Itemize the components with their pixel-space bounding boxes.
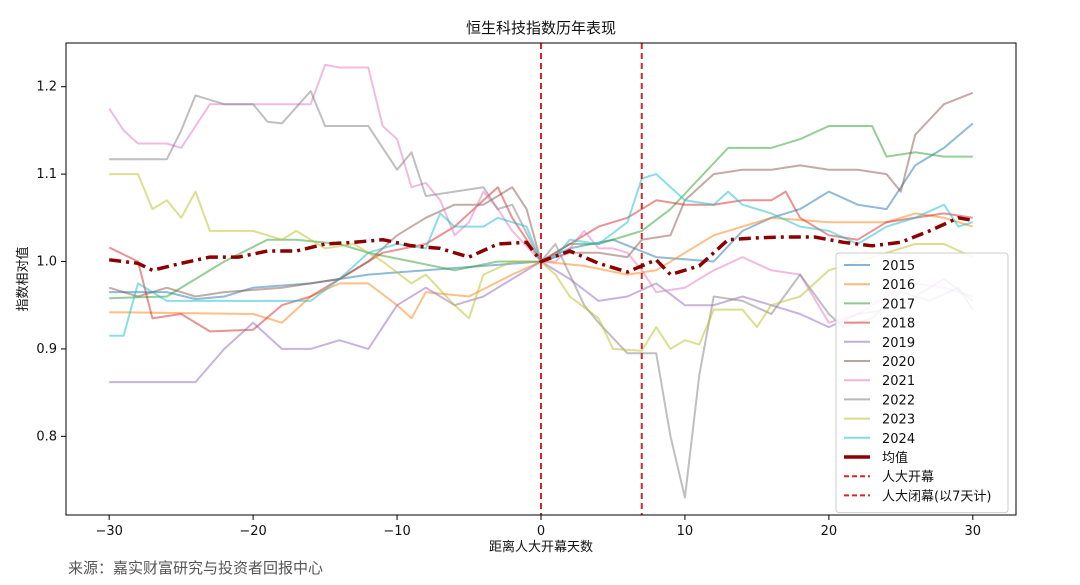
series-line-2023	[109, 173, 974, 352]
series-line-mean	[108, 216, 974, 277]
series-line-2021	[108, 63, 974, 324]
x-tick-label: −30	[95, 524, 122, 539]
series-line-2020	[108, 91, 974, 298]
series-line-2024	[109, 173, 974, 337]
y-tick-label: 0.9	[36, 342, 57, 357]
legend-label: 2019	[882, 336, 915, 351]
x-tick-label: 10	[677, 524, 694, 539]
source-note: 来源：嘉实财富研究与投资者回报中心	[68, 559, 324, 577]
series-line-2016	[109, 212, 974, 324]
x-tick-label: 30	[965, 524, 982, 539]
legend-label: 2022	[882, 393, 915, 408]
legend-label: 2020	[882, 355, 915, 370]
y-tick-label: 1.1	[36, 167, 57, 182]
legend-label: 人大开幕	[882, 470, 934, 485]
x-tick-label: −10	[383, 524, 410, 539]
series-line-2022	[109, 90, 974, 499]
legend-label: 2015	[882, 259, 915, 274]
legend-label: 均值	[882, 450, 908, 466]
x-tick-label: 20	[821, 524, 838, 539]
series-line-2018	[108, 186, 973, 333]
x-axis-label: 距离人大开幕天数	[489, 539, 593, 555]
legend-label: 人大闭幕(以7天计)	[882, 489, 991, 504]
legend-label: 2016	[882, 278, 915, 293]
y-tick-label: 1.0	[36, 255, 57, 270]
legend-label: 2018	[882, 317, 915, 332]
legend-label: 2017	[882, 297, 915, 312]
y-axis-label: 指数相对值	[15, 246, 31, 311]
x-tick-label: −20	[239, 524, 266, 539]
y-tick-label: 1.2	[36, 80, 57, 95]
chart-title: 恒生科技指数历年表现	[466, 19, 616, 37]
legend-box	[835, 252, 1009, 514]
legend-label: 2024	[882, 432, 915, 447]
legend-label: 2021	[882, 374, 915, 389]
series-line-2017	[109, 125, 973, 300]
legend-label: 2023	[882, 413, 915, 428]
y-tick-label: 0.8	[36, 429, 57, 444]
x-tick-label: 0	[537, 524, 545, 539]
